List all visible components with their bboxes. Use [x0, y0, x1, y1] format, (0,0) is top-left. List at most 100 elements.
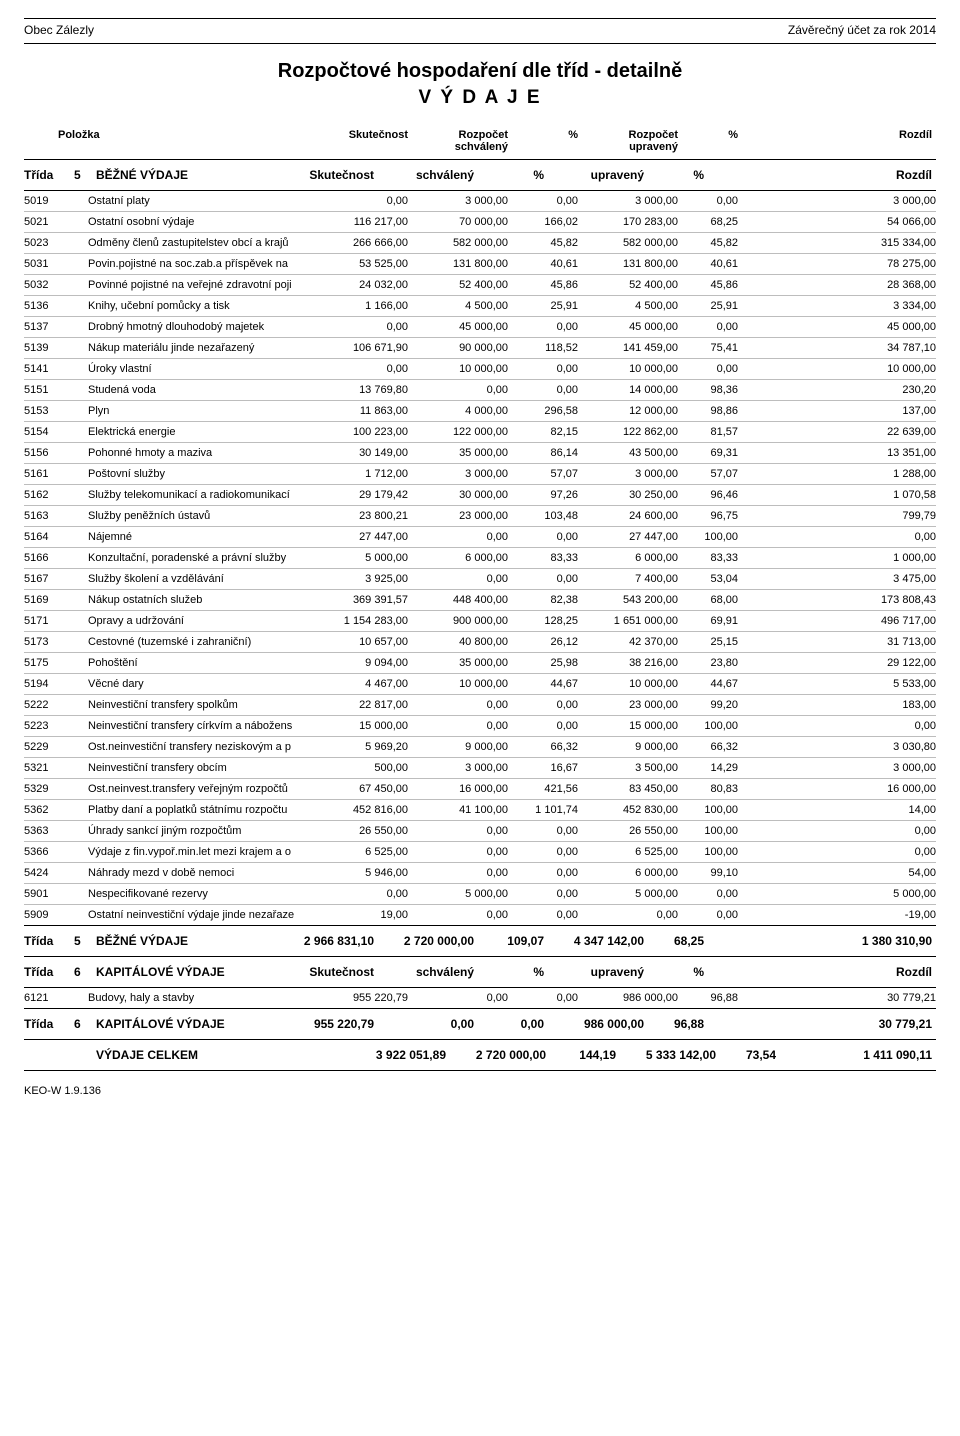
class5-head-rozd: Rozdíl — [704, 168, 936, 182]
footer: KEO-W 1.9.136 — [24, 1085, 936, 1097]
cell: 5031 — [24, 254, 88, 275]
cell: 3 475,00 — [738, 569, 936, 590]
cell: 5229 — [24, 737, 88, 758]
class-label: Třída — [24, 168, 74, 182]
cell: 5222 — [24, 695, 88, 716]
cell: 1 101,74 — [508, 800, 578, 821]
class5-head-pct2: % — [644, 168, 704, 182]
cell: 0,00 — [508, 359, 578, 380]
cell: Pohonné hmoty a maziva — [88, 443, 318, 464]
cell: Drobný hmotný dlouhodobý majetek — [88, 317, 318, 338]
cell: 78 275,00 — [738, 254, 936, 275]
table-row: 6121Budovy, haly a stavby955 220,790,000… — [24, 988, 936, 1009]
cell: 14,29 — [678, 758, 738, 779]
class5-head-row: Třída 5 BĚŽNÉ VÝDAJE Skutečnost schválen… — [24, 160, 936, 191]
cell: 166,02 — [508, 212, 578, 233]
cell: 66,32 — [508, 737, 578, 758]
table-row: 5156Pohonné hmoty a maziva30 149,0035 00… — [24, 443, 936, 464]
cell: 42 370,00 — [578, 632, 678, 653]
cell: 54 066,00 — [738, 212, 936, 233]
cell: 3 925,00 — [318, 569, 408, 590]
cell: 0,00 — [408, 716, 508, 737]
grand-total-label: VÝDAJE CELKEM — [24, 1048, 356, 1062]
cell: 45 000,00 — [738, 317, 936, 338]
cell: 0,00 — [408, 380, 508, 401]
cell: 11 863,00 — [318, 401, 408, 422]
cell: 16 000,00 — [738, 779, 936, 800]
class6-head-rozd: Rozdíl — [704, 965, 936, 979]
cell: 5175 — [24, 653, 88, 674]
cell: 57,07 — [678, 464, 738, 485]
cell: 10 000,00 — [408, 359, 508, 380]
table-row: 5137Drobný hmotný dlouhodobý majetek0,00… — [24, 317, 936, 338]
cell: 25,91 — [508, 296, 578, 317]
cell: 5173 — [24, 632, 88, 653]
cell: 122 000,00 — [408, 422, 508, 443]
cell: Studená voda — [88, 380, 318, 401]
cell: 26,12 — [508, 632, 578, 653]
table-row: 5362Platby daní a poplatků státnímu rozp… — [24, 800, 936, 821]
cell: 4 467,00 — [318, 674, 408, 695]
class5-num-sum: 5 — [74, 934, 96, 948]
cell: 5154 — [24, 422, 88, 443]
col-upraveny: Rozpočet upravený — [578, 129, 678, 153]
cell: 43 500,00 — [578, 443, 678, 464]
cell: 0,00 — [738, 842, 936, 863]
cell: 57,07 — [508, 464, 578, 485]
cell: 122 862,00 — [578, 422, 678, 443]
cell: 9 000,00 — [578, 737, 678, 758]
cell: 5 533,00 — [738, 674, 936, 695]
table-row: 5901Nespecifikované rezervy0,005 000,000… — [24, 884, 936, 905]
cell: 81,57 — [678, 422, 738, 443]
cell: 66,32 — [678, 737, 738, 758]
cell: 5163 — [24, 506, 88, 527]
table-row: 5151Studená voda13 769,800,000,0014 000,… — [24, 380, 936, 401]
cell: 80,83 — [678, 779, 738, 800]
cell: 100,00 — [678, 716, 738, 737]
header-left: Obec Zálezly — [24, 23, 94, 37]
cell: 26 550,00 — [318, 821, 408, 842]
cell: 1 070,58 — [738, 485, 936, 506]
cell: 35 000,00 — [408, 653, 508, 674]
cell: 5162 — [24, 485, 88, 506]
table-row: 5021Ostatní osobní výdaje116 217,0070 00… — [24, 212, 936, 233]
cell: 315 334,00 — [738, 233, 936, 254]
cell: 4 000,00 — [408, 401, 508, 422]
cell: 116 217,00 — [318, 212, 408, 233]
grand-total-rozd: 1 411 090,11 — [776, 1048, 936, 1062]
cell: Plyn — [88, 401, 318, 422]
cell: 5166 — [24, 548, 88, 569]
cell: 7 400,00 — [578, 569, 678, 590]
cell: 0,00 — [508, 842, 578, 863]
cell: 4 500,00 — [578, 296, 678, 317]
cell: 86,14 — [508, 443, 578, 464]
cell: 0,00 — [508, 527, 578, 548]
cell: 19,00 — [318, 905, 408, 926]
cell: 23 800,21 — [318, 506, 408, 527]
grand-total-skut: 3 922 051,89 — [356, 1048, 446, 1062]
table-row: 5229Ost.neinvestiční transfery neziskový… — [24, 737, 936, 758]
cell: 69,31 — [678, 443, 738, 464]
table-row: 5223Neinvestiční transfery církvím a náb… — [24, 716, 936, 737]
cell: 183,00 — [738, 695, 936, 716]
cell: 128,25 — [508, 611, 578, 632]
cell: 29 179,42 — [318, 485, 408, 506]
class5-sum-row: Třída 5 BĚŽNÉ VÝDAJE 2 966 831,10 2 720 … — [24, 926, 936, 957]
cell: Neinvestiční transfery spolkům — [88, 695, 318, 716]
cell: 986 000,00 — [578, 988, 678, 1009]
cell: Služby telekomunikací a radiokomunikací — [88, 485, 318, 506]
cell: 3 000,00 — [738, 191, 936, 212]
cell: 799,79 — [738, 506, 936, 527]
cell: 452 816,00 — [318, 800, 408, 821]
col-schvaleny: Rozpočet schválený — [408, 129, 508, 153]
grand-total-schv: 2 720 000,00 — [446, 1048, 546, 1062]
cell: 5 000,00 — [408, 884, 508, 905]
cell: 5167 — [24, 569, 88, 590]
cell: 45,86 — [678, 275, 738, 296]
class6-head-schv: schválený — [374, 965, 474, 979]
cell: Výdaje z fin.vypoř.min.let mezi krajem a… — [88, 842, 318, 863]
cell: 99,10 — [678, 863, 738, 884]
cell: 0,00 — [678, 317, 738, 338]
cell: 30 779,21 — [738, 988, 936, 1009]
cell: Ost.neinvest.transfery veřejným rozpočtů — [88, 779, 318, 800]
